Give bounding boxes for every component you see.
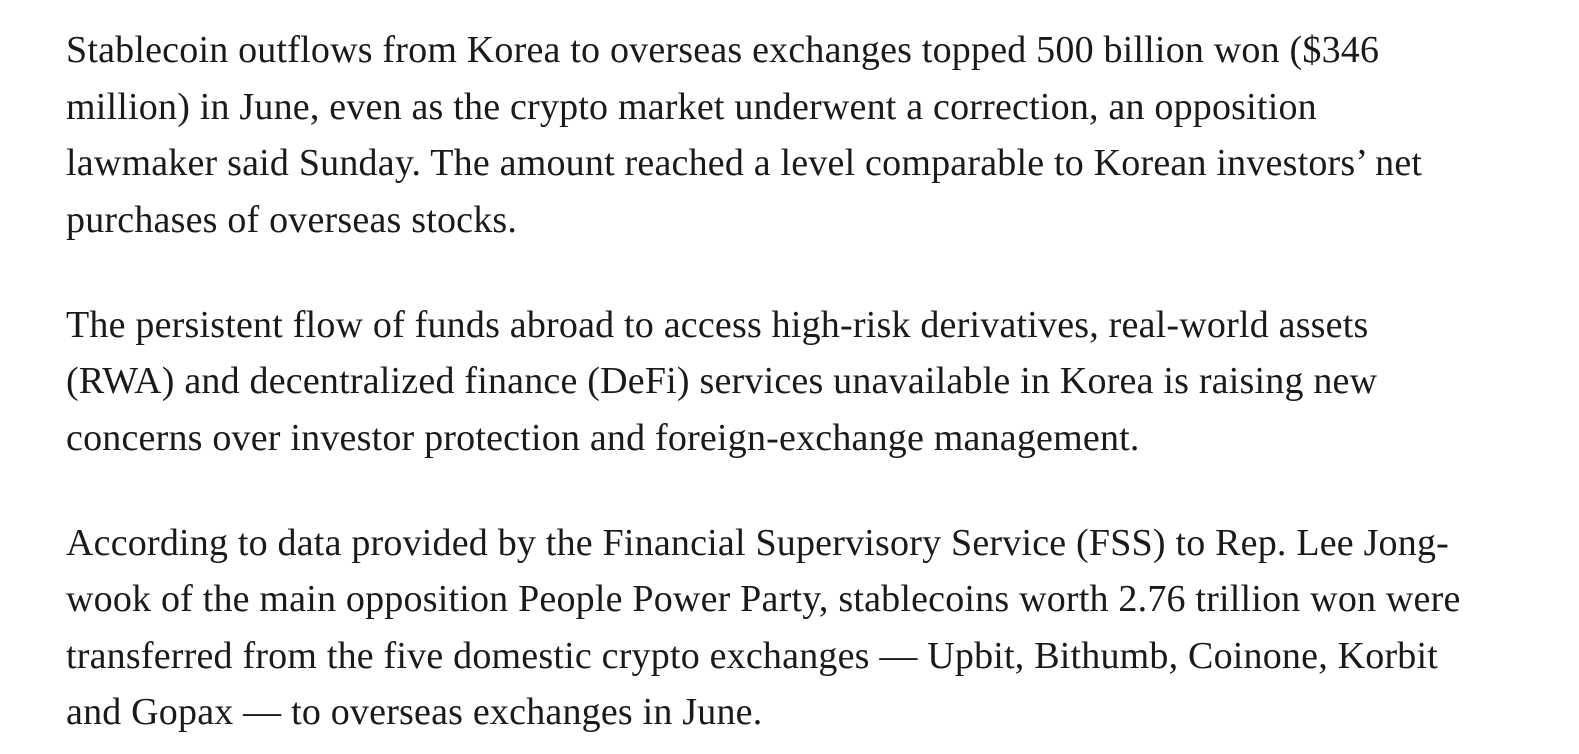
text-line: transferred from the five domestic crypt… xyxy=(66,634,1439,677)
text-line: concerns over investor protection and fo… xyxy=(66,416,1140,459)
paragraph: According to data provided by the Financ… xyxy=(66,515,1579,741)
text-line: lawmaker said Sunday. The amount reached… xyxy=(66,142,1423,184)
text-line: and Gopax — to overseas exchanges in Jun… xyxy=(66,691,763,733)
text-line: (RWA) and decentralized finance (DeFi) s… xyxy=(66,360,1378,402)
text-line: According to data provided by the Financ… xyxy=(66,521,1450,564)
text-line: million) in June, even as the crypto mar… xyxy=(66,85,1317,128)
text-line: The persistent flow of funds abroad to a… xyxy=(66,303,1369,346)
paragraph: The persistent flow of funds abroad to a… xyxy=(66,297,1579,467)
text-line: purchases of overseas stocks. xyxy=(66,198,518,241)
text-line: Stablecoin outflows from Korea to overse… xyxy=(66,29,1380,71)
text-line: wook of the main opposition People Power… xyxy=(66,578,1461,620)
paragraph: Stablecoin outflows from Korea to overse… xyxy=(66,22,1579,248)
